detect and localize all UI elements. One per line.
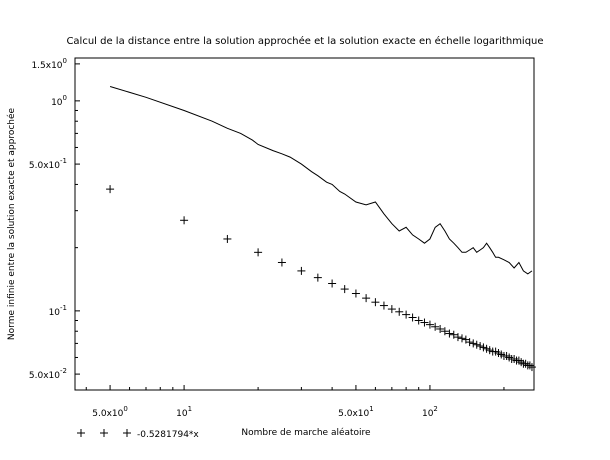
plus-marker (402, 310, 411, 319)
y-tick-label: 5.0x10-1 (29, 157, 67, 171)
legend-plus-marker (123, 429, 131, 437)
plus-marker (351, 289, 360, 298)
plus-marker (425, 320, 434, 329)
chart-title: Calcul de la distance entre la solution … (66, 35, 543, 47)
plus-marker (414, 316, 423, 325)
legend-plus-marker (100, 429, 108, 437)
plus-marker (479, 343, 488, 352)
plus-marker (521, 359, 530, 368)
legend-plus-marker (77, 429, 85, 437)
plus-marker (449, 330, 458, 339)
plus-marker (313, 273, 322, 282)
plus-marker (431, 322, 440, 331)
y-tick-label: 100 (51, 94, 67, 108)
plus-marker (465, 338, 474, 347)
plus-marker (436, 324, 445, 333)
legend: -0.5281794*x (77, 429, 199, 440)
plus-marker (472, 340, 481, 349)
x-tick-label: 101 (176, 405, 192, 419)
y-tick-label: 10-1 (49, 304, 67, 318)
plus-marker (371, 298, 380, 307)
plus-marker (254, 248, 263, 257)
plus-marker (340, 285, 349, 294)
plus-marker (387, 305, 396, 314)
error-line-series (109, 86, 533, 275)
plus-marker (420, 318, 429, 327)
plus-marker (476, 342, 485, 351)
plus-marker (440, 327, 449, 336)
plus-marker (277, 258, 286, 267)
plus-marker (445, 329, 454, 338)
plus-marker (395, 307, 404, 316)
plus-marker (453, 333, 462, 342)
plus-marker (379, 301, 388, 310)
x-tick-label: 5.0x101 (338, 405, 374, 419)
plot-frame (74, 57, 535, 391)
y-tick-label: 1.5x100 (31, 57, 67, 71)
plus-marker (527, 363, 536, 372)
x-axis-label: Nombre de marche aléatoire (241, 427, 371, 438)
plus-marker (457, 334, 466, 343)
marker-series (106, 185, 536, 372)
x-axis: 5.0x100 101 5.0x101 102 (85, 385, 505, 419)
y-axis-label: Norme infinie entre la solution exacte e… (6, 107, 17, 340)
plus-marker (525, 361, 534, 370)
y-axis: 1.5x100 100 5.0x10-1 10-1 5.0x10-2 (29, 57, 80, 381)
plus-marker (328, 279, 337, 288)
y-tick-label: 5.0x10-2 (29, 367, 67, 381)
plus-marker (180, 216, 189, 225)
x-tick-label: 5.0x100 (92, 405, 128, 419)
plus-marker (469, 339, 478, 348)
legend-label: -0.5281794*x (137, 430, 199, 440)
x-tick-label: 102 (422, 405, 438, 419)
plus-marker (297, 266, 306, 275)
plus-marker (106, 185, 115, 194)
plus-marker (223, 234, 232, 243)
plus-marker (362, 294, 371, 303)
plus-marker (408, 313, 417, 322)
